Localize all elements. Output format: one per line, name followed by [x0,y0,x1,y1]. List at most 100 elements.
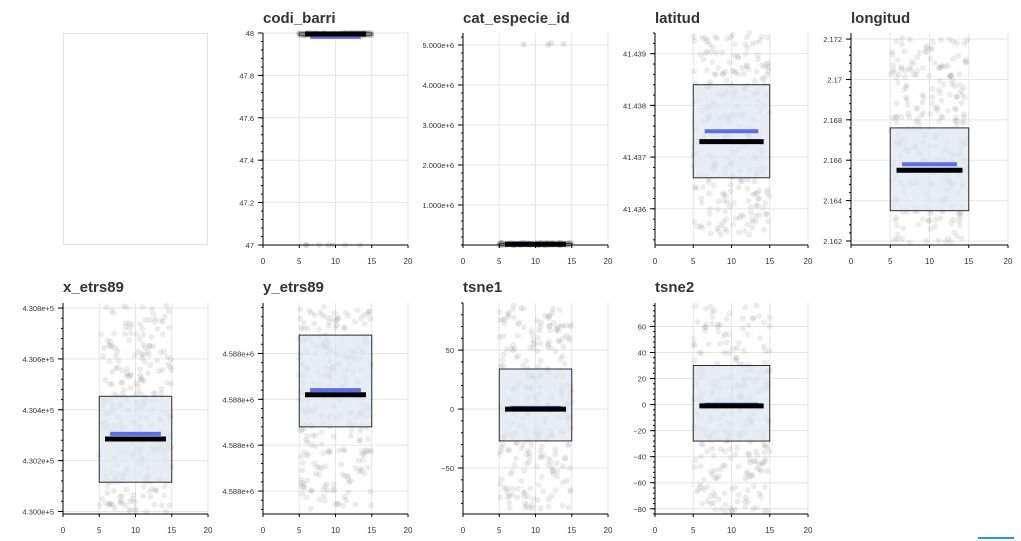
data-point [765,64,772,71]
data-point [724,199,731,206]
data-point [566,465,573,472]
data-point [299,467,306,474]
data-point [945,235,952,242]
data-point [112,344,119,351]
data-point [548,492,555,499]
data-point [554,323,561,330]
data-point [552,487,559,494]
data-point [303,433,310,440]
data-point [712,49,719,56]
data-point [160,349,167,356]
data-point [705,220,712,227]
data-point [345,472,352,479]
data-point [699,35,706,42]
data-point [514,485,521,492]
data-point [732,357,739,364]
data-point [534,463,541,470]
data-point [948,238,955,245]
data-point [721,330,728,337]
x-tick-label: 15 [765,257,774,266]
data-point [528,441,535,448]
y-tick-label: 4.300e+5 [23,507,55,516]
data-point [128,371,135,378]
data-point [715,496,722,503]
data-point [559,353,566,360]
data-point [320,493,327,500]
data-point [538,473,545,480]
data-point [549,305,556,312]
data-point [559,462,566,469]
data-point [703,67,710,74]
data-point [764,186,771,193]
x-tick-label: 15 [367,257,376,266]
data-point [165,324,172,331]
data-point [106,501,113,508]
data-point [560,343,567,350]
data-point [929,100,936,107]
data-point [928,46,935,53]
data-point [762,210,769,217]
data-point [330,487,337,494]
data-point [102,377,109,384]
data-point [722,501,729,508]
data-point [718,231,725,238]
data-point [327,315,334,322]
data-point [743,62,750,69]
data-point [552,348,559,355]
data-point [742,494,749,501]
data-point [309,432,316,439]
data-point [505,447,512,454]
data-point [545,461,552,468]
y-tick-label: 48 [246,29,254,38]
data-point [738,212,745,219]
data-point [126,320,133,327]
x-tick-label: 10 [925,257,934,266]
data-point [753,504,760,511]
data-point [122,320,129,327]
data-point [320,450,327,457]
data-point [354,307,361,314]
data-point [356,438,363,445]
data-point [715,328,722,335]
data-point [700,486,707,493]
x-tick-label: 20 [604,526,613,535]
data-point [308,487,315,494]
data-point [540,488,547,495]
data-point [744,487,751,494]
x-tick-label: 0 [61,526,66,535]
data-point [304,324,311,331]
data-point [301,484,308,491]
data-point [950,38,957,45]
data-point [731,484,738,491]
data-point [140,351,147,358]
data-point [723,228,730,235]
data-point [523,461,530,468]
data-point [889,51,896,58]
data-point [753,189,760,196]
data-point [911,71,918,78]
y-tick-label: 40 [638,348,646,357]
data-point [702,324,709,331]
data-point [732,354,739,361]
data-point [149,343,156,350]
data-point [364,464,371,471]
data-point [932,223,939,230]
data-point [712,506,719,513]
data-point [126,324,133,331]
data-point [547,458,554,465]
data-point [895,79,902,86]
data-point [707,303,714,310]
x-tick-label: 0 [653,257,658,266]
data-point [365,307,372,314]
data-point [141,358,148,365]
data-point [359,451,366,458]
data-point [123,304,130,311]
data-point [161,492,168,499]
data-point [164,354,171,361]
data-point [962,56,969,63]
data-point [564,477,571,484]
data-point [691,342,698,349]
data-point [368,502,375,509]
data-point [953,106,960,113]
